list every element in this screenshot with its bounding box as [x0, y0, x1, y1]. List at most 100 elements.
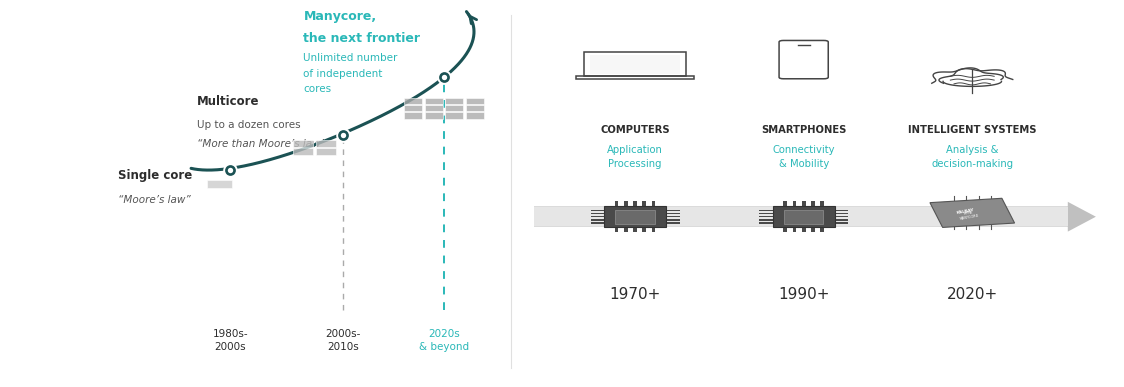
Bar [783, 228, 787, 232]
Bar [466, 112, 484, 118]
Bar [834, 216, 849, 217]
Bar [834, 213, 849, 214]
Text: 1970+: 1970+ [609, 287, 661, 301]
Bar [466, 105, 484, 111]
Bar [404, 112, 422, 118]
Text: KALRAY: KALRAY [955, 208, 975, 215]
Text: Single core: Single core [118, 169, 192, 182]
Point [221, 167, 239, 173]
Bar [404, 98, 422, 104]
Bar [759, 223, 773, 224]
Text: COMPUTERS: COMPUTERS [600, 125, 670, 135]
Bar [801, 201, 806, 206]
Bar [759, 216, 773, 217]
Text: cores: cores [303, 84, 332, 94]
Bar [293, 140, 314, 147]
Bar [615, 228, 618, 232]
Point [435, 74, 453, 80]
Point [221, 167, 239, 173]
Bar [783, 210, 824, 224]
Bar [584, 52, 686, 76]
Bar [792, 201, 796, 206]
Text: “Moore’s law”: “Moore’s law” [118, 195, 191, 205]
Bar [590, 223, 605, 224]
Point [435, 74, 453, 80]
Bar [801, 228, 806, 232]
Point [334, 132, 352, 139]
Bar [834, 210, 849, 211]
Text: MPPA
MANYCORE: MPPA MANYCORE [958, 209, 979, 221]
Bar [293, 147, 314, 154]
Text: 2020+: 2020+ [946, 287, 998, 301]
Text: Unlimited number: Unlimited number [303, 53, 398, 63]
Bar [812, 228, 815, 232]
Polygon shape [534, 207, 1068, 226]
Bar [605, 206, 665, 228]
Bar [445, 112, 463, 118]
Bar [633, 228, 637, 232]
Bar [316, 147, 336, 154]
Text: INTELLIGENT SYSTEMS: INTELLIGENT SYSTEMS [908, 125, 1036, 135]
Text: 1980s-
2000s: 1980s- 2000s [212, 329, 248, 352]
Bar [783, 201, 787, 206]
Bar [207, 180, 232, 188]
Bar [316, 140, 336, 147]
Bar [759, 219, 773, 221]
Bar [425, 105, 443, 111]
Bar [665, 210, 680, 211]
Bar [652, 201, 655, 206]
Bar [643, 201, 646, 206]
Bar [665, 216, 680, 217]
Bar [633, 201, 637, 206]
Bar [425, 98, 443, 104]
Bar [665, 223, 680, 224]
Text: 1990+: 1990+ [778, 287, 830, 301]
Bar [665, 213, 680, 214]
Polygon shape [534, 206, 1068, 228]
Text: SMARTPHONES: SMARTPHONES [761, 125, 846, 135]
Bar [759, 213, 773, 214]
Text: Connectivity
& Mobility: Connectivity & Mobility [772, 145, 835, 169]
Bar [425, 112, 443, 118]
Bar [590, 219, 605, 221]
Bar [792, 228, 796, 232]
Bar [643, 228, 646, 232]
Point [334, 132, 352, 139]
Bar [590, 216, 605, 217]
Bar [466, 98, 484, 104]
Text: 2020s
& beyond: 2020s & beyond [419, 329, 469, 352]
Text: “More than Moore’s law”: “More than Moore’s law” [197, 139, 326, 149]
Bar [445, 98, 463, 104]
Bar [665, 219, 680, 221]
Bar [615, 201, 618, 206]
Text: of independent: of independent [303, 69, 383, 79]
Bar [821, 201, 824, 206]
Bar [624, 228, 627, 232]
Bar [773, 206, 834, 228]
Bar [652, 228, 655, 232]
Bar [445, 105, 463, 111]
Point [221, 167, 239, 173]
Bar [404, 105, 422, 111]
Point [334, 132, 352, 139]
Text: Analysis &
decision-making: Analysis & decision-making [931, 145, 1014, 169]
Bar [834, 223, 849, 224]
Text: 2000s-
2010s: 2000s- 2010s [325, 329, 361, 352]
Bar [821, 228, 824, 232]
Text: Application
Processing: Application Processing [607, 145, 663, 169]
Text: Multicore: Multicore [197, 95, 260, 108]
Bar [615, 210, 655, 224]
Bar [624, 201, 627, 206]
Bar [590, 213, 605, 214]
Bar [577, 76, 694, 79]
Polygon shape [930, 198, 1015, 228]
Bar [834, 219, 849, 221]
Bar [590, 210, 605, 211]
Text: Manycore,: Manycore, [303, 10, 377, 23]
Point [435, 74, 453, 80]
Text: Up to a dozen cores: Up to a dozen cores [197, 120, 300, 130]
Bar [590, 55, 680, 74]
Text: the next frontier: the next frontier [303, 31, 420, 45]
Polygon shape [1068, 202, 1096, 231]
Bar [812, 201, 815, 206]
